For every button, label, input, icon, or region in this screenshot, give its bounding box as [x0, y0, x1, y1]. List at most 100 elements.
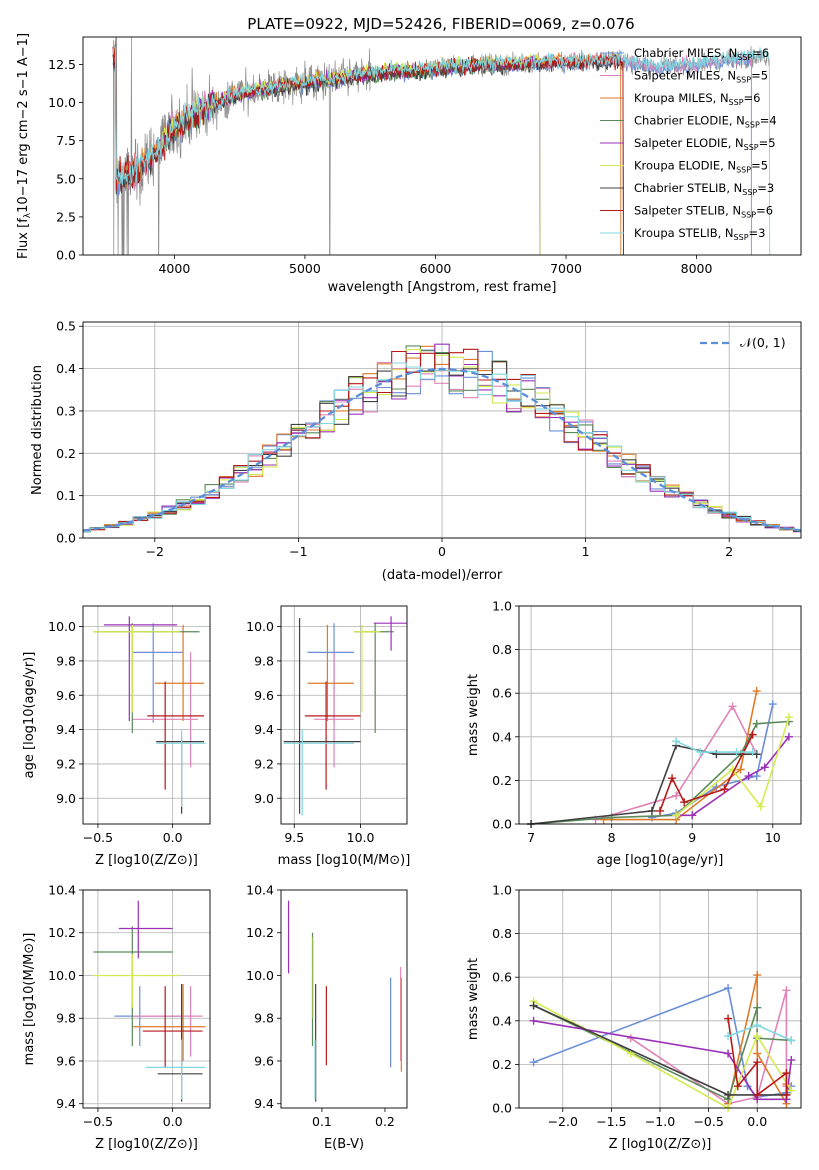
legend-subscript: SSP	[745, 121, 760, 130]
axes-frame	[518, 605, 802, 825]
residual-histogram-panel: −2 −1 0 1 2 0.0 0.1 0.2 0.3 0.4 0.5 (data-model)/er…	[30, 319, 802, 583]
legend-name: Chabrier MILES, N	[634, 46, 737, 60]
x-tick-label: 1	[582, 544, 590, 559]
y-tick-label: 0.0	[56, 531, 76, 546]
legend-name: Kroupa ELODIE, N	[634, 159, 736, 173]
weight-marker	[782, 1090, 791, 1099]
legend-name: Salpeter ELODIE, N	[634, 136, 744, 150]
weight-marker	[724, 1090, 733, 1099]
weight-marker	[728, 702, 737, 711]
weight-marker	[732, 748, 741, 757]
y-tick-label: 0.2	[492, 1057, 512, 1072]
legend-subscript: SSP	[734, 233, 749, 242]
y-tick-label: 9.2	[254, 756, 274, 771]
weight-marker	[753, 1021, 762, 1030]
x-axis-label: Z [log10(Z/Z⊙)]	[95, 1137, 198, 1152]
legend-count: =6	[756, 204, 773, 218]
x-tick-label: −2	[146, 544, 164, 559]
y-tick-label: 12.5	[48, 57, 76, 72]
legend-count: =4	[760, 114, 777, 128]
weight-marker	[782, 986, 791, 995]
legend-label: Salpeter STELIB, NSSP=6	[634, 204, 773, 220]
legend-count: =6	[752, 46, 769, 60]
weight-marker	[753, 1032, 762, 1041]
weight-marker	[753, 1049, 762, 1058]
x-tick-label: −1.0	[645, 1114, 675, 1129]
y-tick-label: 0.4	[492, 729, 512, 744]
axes-frame	[280, 889, 408, 1109]
legend-label: Chabrier MILES, NSSP=6	[634, 46, 769, 62]
y-label-part: Flux [f	[16, 218, 31, 259]
weight-line	[675, 716, 790, 816]
legend-label: Kroupa STELIB, NSSP=3	[634, 226, 765, 242]
x-tick-label: −2.0	[548, 1114, 578, 1129]
y-tick-label: 10.2	[48, 925, 76, 940]
y-axis-label: Flux [fλ10−17 erg cm−2 s−1 A−1]	[16, 33, 33, 259]
y-tick-label: 9.8	[254, 653, 274, 668]
weight-marker	[724, 984, 733, 993]
weight-marker	[787, 1056, 796, 1065]
y-tick-label: 9.6	[254, 1053, 274, 1068]
model-spectrum-line	[160, 58, 541, 255]
y-tick-label: 9.0	[56, 791, 76, 806]
x-tick-label: −1.5	[596, 1114, 626, 1129]
x-tick-label: 9	[688, 830, 696, 845]
y-tick-label: 9.4	[254, 722, 274, 737]
x-axis-label: mass [log10(M/M⊙)]	[278, 853, 411, 868]
x-tick-label: −0.5	[83, 830, 113, 845]
weight-marker	[784, 713, 793, 722]
y-tick-label: 7.5	[56, 133, 76, 148]
x-tick-label: −0.5	[693, 1114, 723, 1129]
x-axis-label: wavelength [Angstrom, rest frame]	[328, 280, 557, 295]
y-tick-label: 10.0	[246, 968, 274, 983]
y-tick-label: 9.8	[56, 1011, 76, 1026]
weight-marker	[756, 802, 765, 811]
x-axis-label: Z [log10(Z/Z⊙)]	[95, 853, 198, 868]
histogram-step-line	[83, 362, 801, 533]
y-tick-label: 0.2	[56, 446, 76, 461]
y-tick-label: 0.4	[492, 1013, 512, 1028]
y-tick-label: 0.2	[492, 773, 512, 788]
legend-label: Salpeter ELODIE, NSSP=5	[634, 136, 776, 152]
weight-marker	[787, 1036, 796, 1045]
legend-label: Chabrier STELIB, NSSP=3	[634, 181, 774, 197]
y-tick-label: 0.8	[492, 926, 512, 941]
weight-marker	[672, 737, 681, 746]
weight-marker	[782, 1069, 791, 1078]
legend-label: Salpeter MILES, NSSP=5	[634, 69, 768, 85]
x-tick-label: 0	[438, 544, 446, 559]
y-tick-label: 10.0	[48, 95, 76, 110]
age-vs-mass-panel: 9.5 10.0 9.0 9.2 9.4 9.6 9.8 10.0 mass [log10(M/…	[246, 605, 411, 868]
y-tick-label: 9.2	[56, 756, 76, 771]
weight-marker	[787, 1086, 796, 1095]
y-tick-label: 2.5	[56, 209, 76, 224]
weight-marker	[529, 1058, 538, 1067]
x-tick-label: 10.0	[347, 830, 375, 845]
axes-frame	[82, 321, 802, 539]
figure-title: PLATE=0922, MJD=52426, FIBERID=0069, z=0…	[247, 15, 634, 33]
legend-subscript: SSP	[736, 166, 751, 175]
weight-marker	[744, 772, 753, 781]
weight-vs-age-panel: 7 8 9 10 0.0 0.2 0.4 0.6 0.8 1.0 age [log10(age/yr…	[466, 599, 802, 868]
weight-marker	[680, 798, 689, 807]
legend-count: =6	[744, 91, 761, 105]
axes-frame	[518, 889, 802, 1109]
weight-marker	[753, 1003, 762, 1012]
y-tick-label: 10.0	[48, 619, 76, 634]
y-axis-label: age [log10(age/yr)]	[22, 652, 37, 779]
x-tick-label: 0.0	[163, 1114, 183, 1129]
weight-marker	[529, 1016, 538, 1025]
legend-name: Salpeter STELIB, N	[634, 204, 741, 218]
y-tick-label: 0.6	[492, 686, 512, 701]
weight-marker	[599, 815, 608, 824]
legend-name: Chabrier STELIB, N	[634, 181, 742, 195]
y-tick-label: 0.1	[56, 488, 76, 503]
model-spectrum-line	[112, 54, 624, 255]
x-tick-label: 9.5	[284, 830, 304, 845]
y-tick-label: 9.8	[56, 653, 76, 668]
y-label-subscript: λ	[23, 212, 33, 218]
weight-marker	[748, 748, 757, 757]
legend-label: Kroupa ELODIE, NSSP=5	[634, 159, 768, 175]
x-tick-label: 8	[608, 830, 616, 845]
y-tick-label: 0.5	[56, 319, 76, 334]
